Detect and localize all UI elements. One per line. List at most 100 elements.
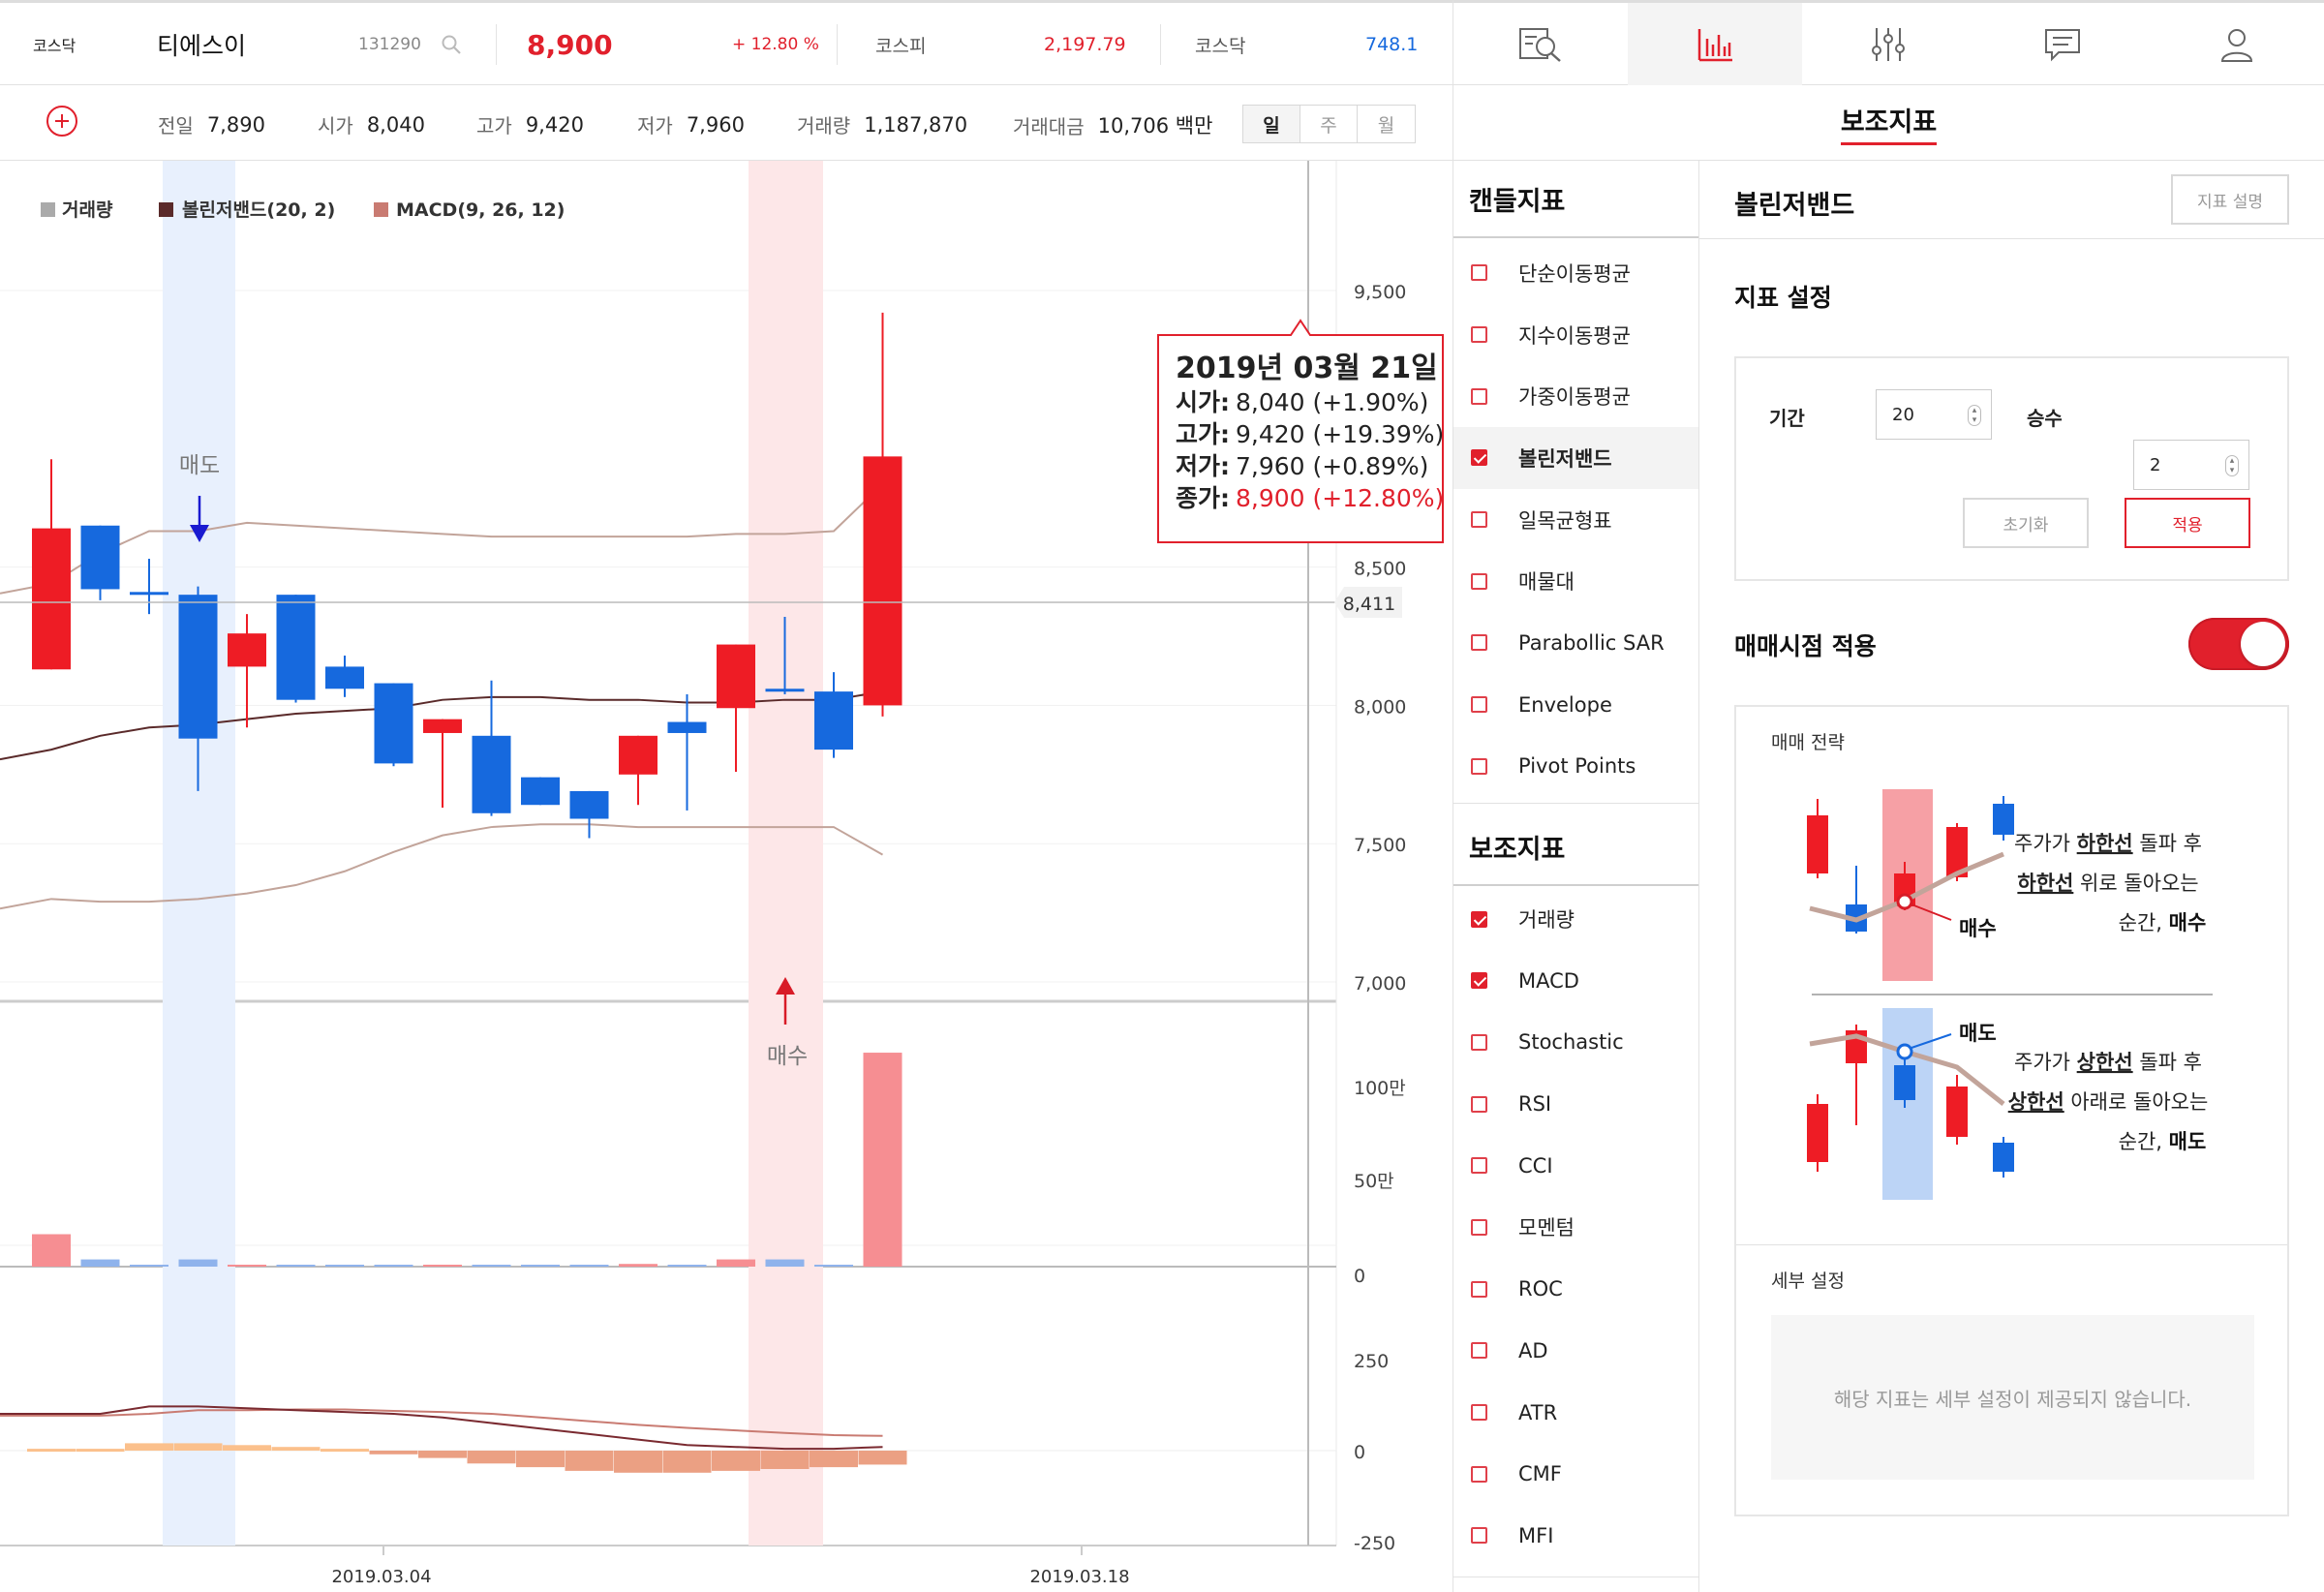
candle-indicator-item[interactable]: Parabollic SAR [1453, 612, 1698, 674]
candle-indicator-item[interactable]: Pivot Points [1453, 736, 1698, 798]
multiplier-input[interactable]: 2 ▴ ▾ [2133, 440, 2249, 490]
candle-indicator-item[interactable]: 가중이동평균 [1453, 365, 1698, 427]
message-icon[interactable] [1975, 3, 2150, 85]
period-input[interactable]: 20 ▴ ▾ [1876, 389, 1992, 440]
chart-legend: 거래량 볼린저밴드(20, 2) MACD(9, 26, 12) [41, 199, 565, 221]
macd-oscillator-bar [565, 1451, 614, 1471]
tooltip-close: 8,900 (+12.80%) [1236, 484, 1444, 512]
tooltip-low-label: 저가: [1176, 452, 1230, 480]
aux-indicator-label: RSI [1518, 1092, 1552, 1117]
volume-bar [374, 1265, 413, 1267]
candle-indicator-checkbox[interactable] [1471, 387, 1487, 405]
aux-indicator-item[interactable]: AD [1453, 1320, 1698, 1382]
candle-indicator-item[interactable]: 단순이동평균 [1453, 242, 1698, 304]
right-panel-title-text: 보조지표 [1840, 101, 1938, 145]
aux-indicator-item[interactable]: Stochastic [1453, 1012, 1698, 1074]
aux-indicator-label: CCI [1518, 1153, 1553, 1178]
candle-indicator-checkbox[interactable] [1471, 696, 1487, 714]
user-icon[interactable] [2150, 3, 2324, 85]
aux-indicator-checkbox[interactable] [1471, 1218, 1487, 1236]
search-icon[interactable] [440, 3, 463, 86]
candle-indicator-item[interactable]: 일목균형표 [1453, 489, 1698, 551]
aux-indicator-item[interactable]: MACD [1453, 950, 1698, 1012]
tooltip-date: 2019년 03월 21일 [1176, 352, 1438, 385]
aux-indicator-item[interactable]: CCI [1453, 1135, 1698, 1197]
aux-indicator-checkbox[interactable] [1471, 1280, 1487, 1298]
candle-indicator-checkbox[interactable] [1471, 511, 1487, 529]
macd-oscillator-bar [858, 1451, 907, 1465]
candle-indicator-checkbox[interactable] [1471, 449, 1487, 467]
aux-indicator-checkbox[interactable] [1471, 1404, 1487, 1422]
candle-indicator-label: 매물대 [1518, 570, 1575, 595]
reset-button[interactable]: 초기화 [1963, 498, 2089, 548]
strategy-box: 매매 전략 매수 주가가 하한선 돌파 후 하한선 위로 돌아오는 순간, 매수 [1734, 705, 2289, 1516]
aux-indicator-checkbox[interactable] [1471, 1465, 1487, 1483]
aux-indicator-checkbox[interactable] [1471, 1527, 1487, 1545]
right-panel-title: 보조지표 [1452, 85, 2324, 161]
macd-oscillator-bar [418, 1451, 467, 1458]
candle-indicator-item[interactable]: 지수이동평균 [1453, 304, 1698, 366]
candle-indicator-checkbox[interactable] [1471, 634, 1487, 652]
add-icon[interactable] [46, 106, 77, 137]
current-price: 8,900 [527, 28, 613, 61]
legend-volume: 거래량 [62, 199, 113, 221]
aux-indicator-item[interactable]: ATR [1453, 1382, 1698, 1444]
candle-body [423, 719, 462, 733]
aux-indicator-item[interactable]: RSI [1453, 1073, 1698, 1135]
candle-body [667, 721, 707, 733]
stepper-icon[interactable]: ▴ ▾ [2225, 455, 2239, 476]
period-tabs: 일 주 월 [1242, 105, 1416, 143]
candle-indicator-checkbox[interactable] [1471, 326, 1487, 344]
svg-text:종가:8,900 (+12.80%): 종가: 8,900 (+12.80%) [1176, 484, 1444, 512]
candle-indicator-checkbox[interactable] [1471, 757, 1487, 775]
stock-name[interactable]: 티에스이 [157, 32, 247, 60]
candle-indicator-label: 단순이동평균 [1518, 261, 1631, 286]
candle-indicator-item[interactable]: 볼린저밴드 [1453, 427, 1698, 489]
aux-indicator-checkbox[interactable] [1471, 972, 1487, 990]
volume-bar [863, 1053, 902, 1267]
settings-sliders-icon[interactable] [1802, 3, 1976, 85]
macd-signal-line [0, 1408, 883, 1437]
volume-tick-label: 100만 [1354, 1078, 1406, 1099]
aux-indicator-item[interactable]: ROC [1453, 1258, 1698, 1320]
x-tick-label: 2019.03.04 [331, 1567, 431, 1587]
stock-chart[interactable]: 거래량 볼린저밴드(20, 2) MACD(9, 26, 12) 9,500 8,… [0, 161, 1452, 1592]
stock-code: 131290 [358, 35, 421, 54]
macd-oscillator-bar [760, 1451, 810, 1469]
aux-indicator-label: AD [1518, 1338, 1548, 1362]
candle-indicator-item[interactable]: Envelope [1453, 674, 1698, 736]
tab-month[interactable]: 월 [1377, 114, 1395, 137]
sell-desc-line2: 상한선 아래로 돌아오는 [2008, 1090, 2209, 1114]
aux-indicator-item[interactable]: 거래량 [1453, 888, 1698, 950]
aux-indicator-item[interactable]: MFI [1453, 1505, 1698, 1567]
aux-indicator-checkbox[interactable] [1471, 1033, 1487, 1051]
candle-indicator-label: 일목균형표 [1518, 508, 1612, 533]
strategy-title: 매매 전략 [1771, 732, 1845, 753]
aux-indicator-item[interactable]: CMF [1453, 1443, 1698, 1505]
search-chart-icon[interactable] [1453, 3, 1628, 85]
sell-marker: 매도 [179, 453, 220, 542]
candle-indicator-item[interactable]: 매물대 [1453, 550, 1698, 612]
signal-toggle[interactable] [2188, 618, 2289, 670]
aux-indicator-checkbox[interactable] [1471, 1095, 1487, 1113]
tab-week[interactable]: 주 [1300, 106, 1358, 142]
candle-indicator-checkbox[interactable] [1471, 264, 1487, 282]
help-button[interactable]: 지표 설명 [2171, 174, 2289, 225]
sell-signal-highlight [163, 161, 235, 1546]
indicator-chart-icon[interactable] [1627, 3, 1802, 85]
candle-indicator-checkbox[interactable] [1471, 572, 1487, 590]
aux-indicator-checkbox[interactable] [1471, 1342, 1487, 1360]
volume-bar [569, 1265, 609, 1267]
tooltip-high: 9,420 (+19.39%) [1236, 420, 1444, 448]
tab-day[interactable]: 일 [1243, 106, 1300, 142]
volume-bar [228, 1265, 266, 1267]
stepper-icon[interactable]: ▴ ▾ [1968, 405, 1981, 426]
legend-macd-swatch [374, 202, 388, 217]
candle-body [521, 777, 560, 806]
apply-button[interactable]: 적용 [2125, 498, 2250, 548]
aux-indicator-checkbox[interactable] [1471, 1157, 1487, 1175]
aux-indicator-list: 거래량 MACD Stochastic RSI CCI 모멘텀 ROC AD ATR CMF MFI [1453, 886, 1698, 1567]
aux-indicator-checkbox[interactable] [1471, 910, 1487, 928]
multiplier-label: 승수 [2027, 407, 2063, 430]
aux-indicator-item[interactable]: 모멘텀 [1453, 1197, 1698, 1259]
